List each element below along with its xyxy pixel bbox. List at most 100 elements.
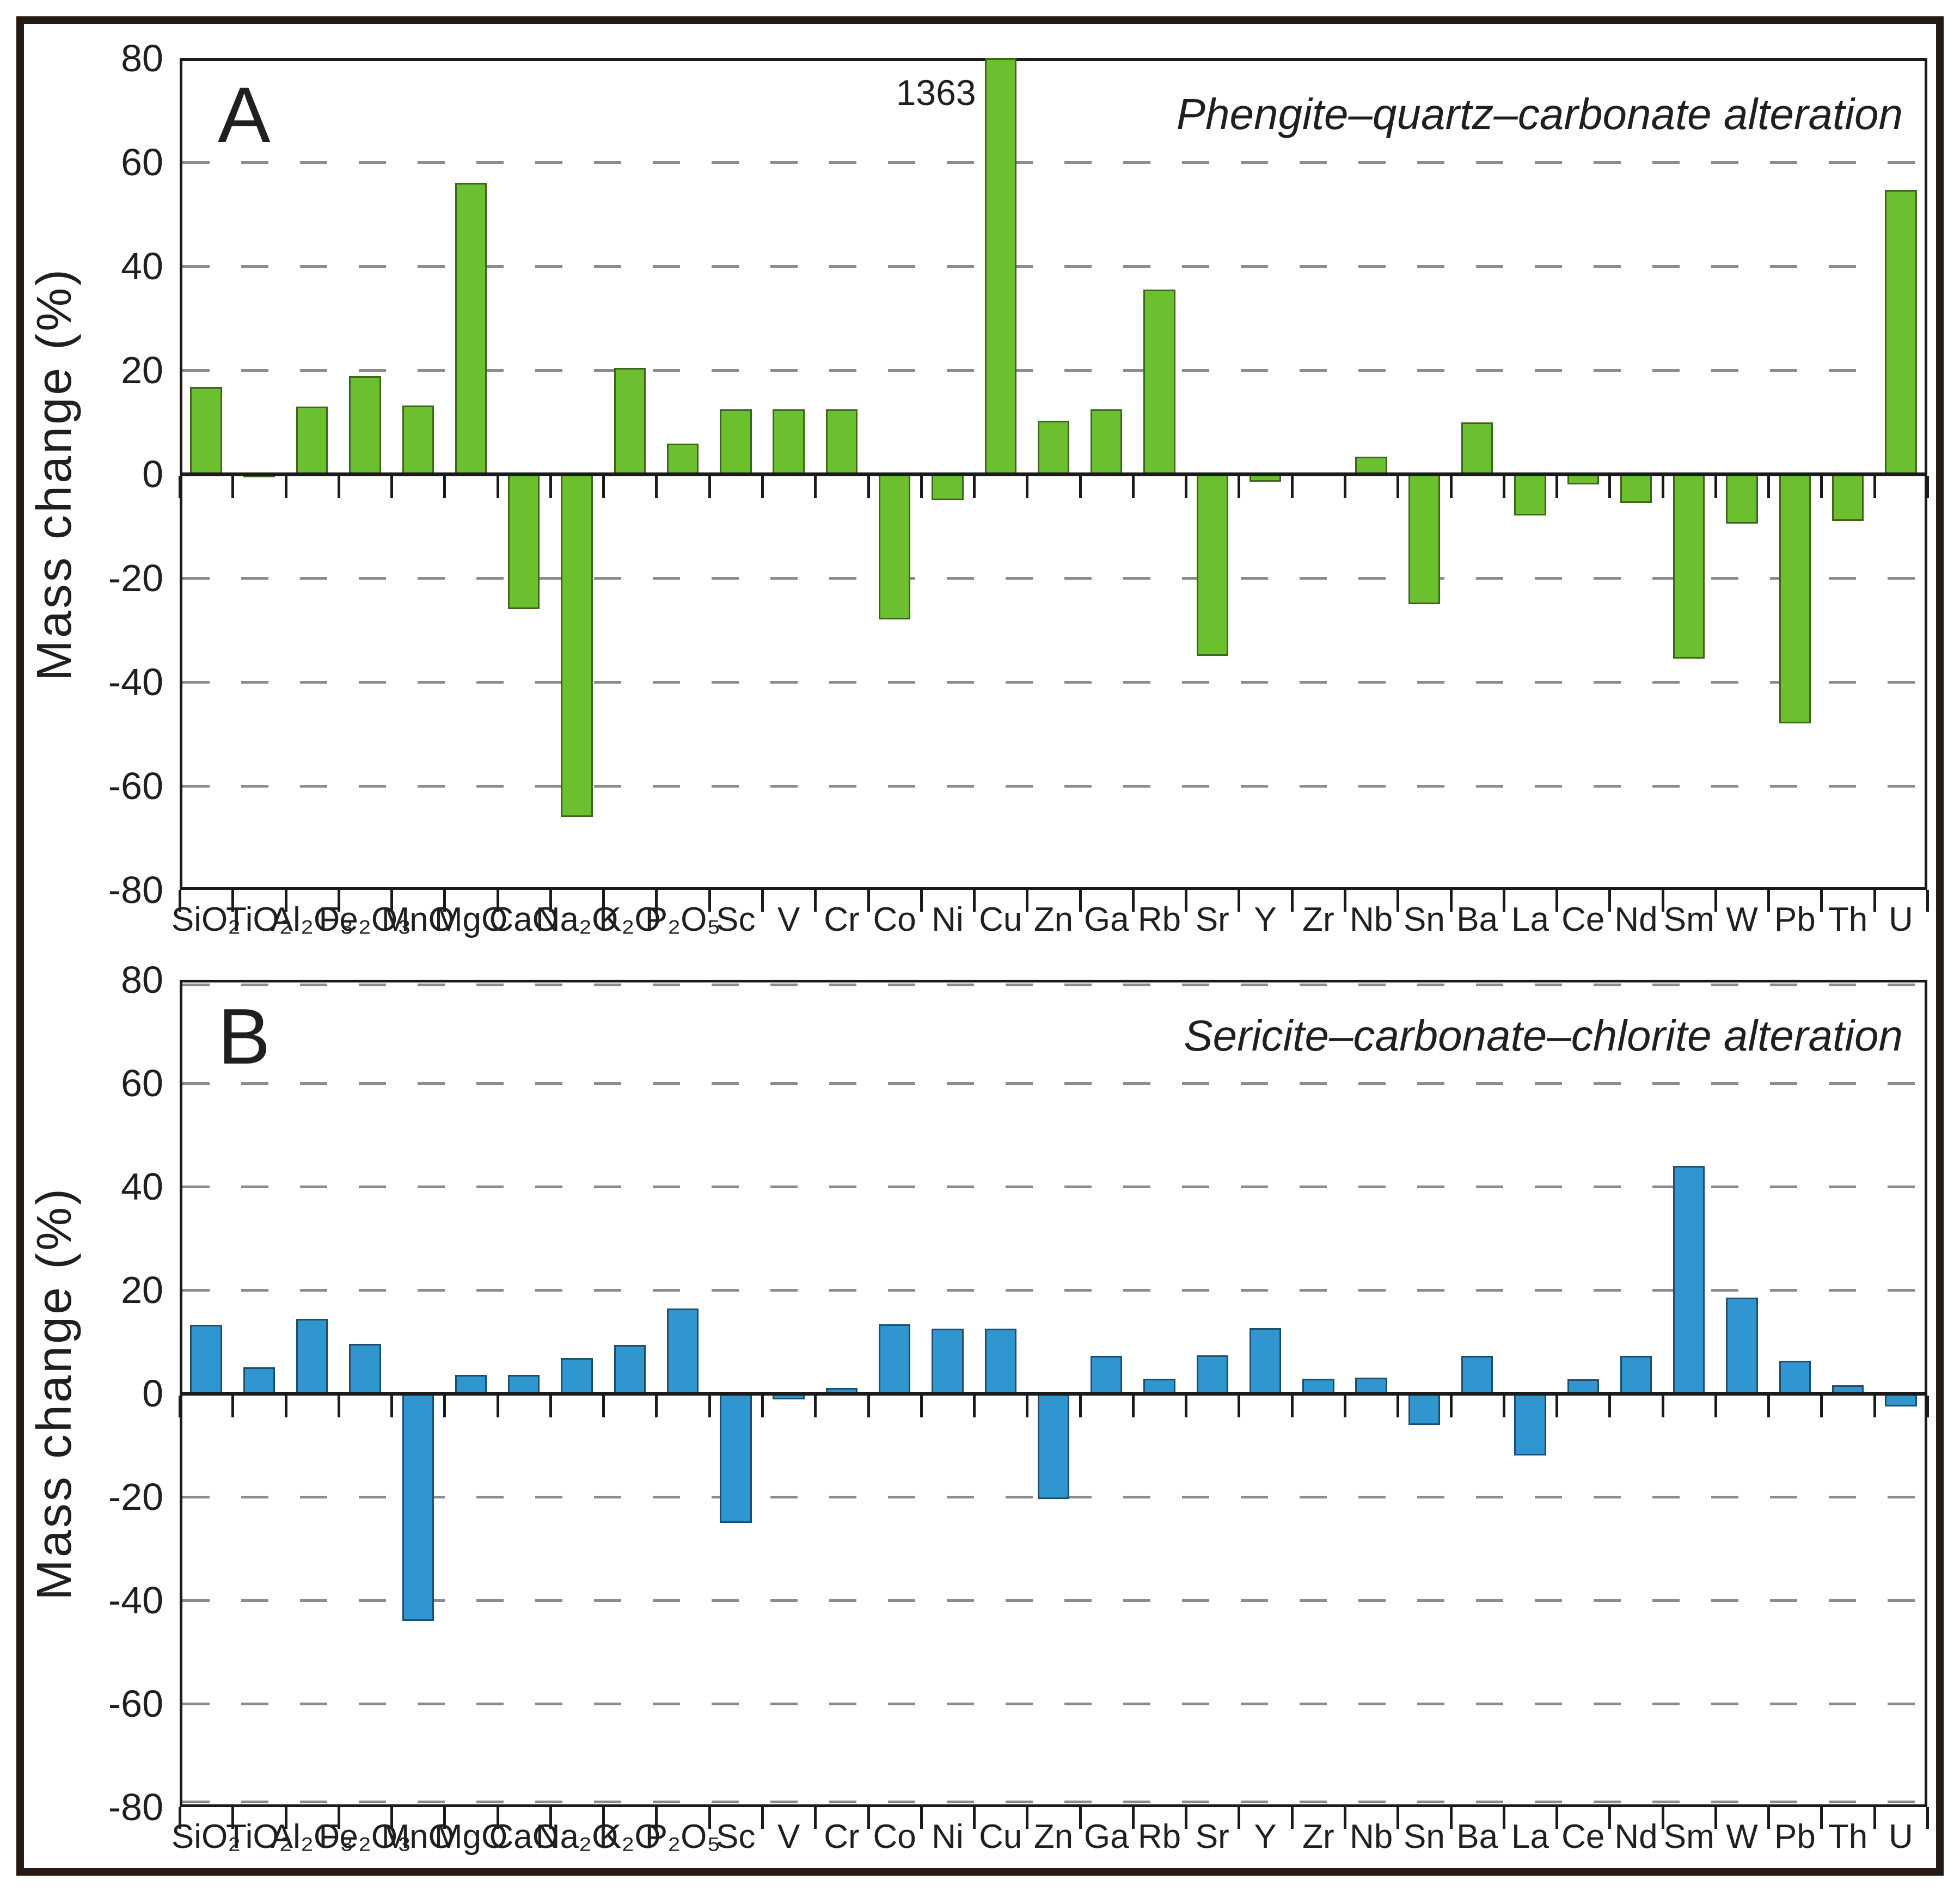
- axis-tick: [1502, 476, 1505, 498]
- x-tick-label: Na₂O: [535, 901, 618, 938]
- axis-tick: [1608, 1807, 1612, 1829]
- bar-Sm: [1673, 474, 1705, 659]
- bar-Ni: [932, 474, 964, 500]
- axis-tick: [443, 1396, 446, 1417]
- x-tick-label: Ni: [932, 1818, 964, 1856]
- x-tick-label: P₂O₅: [645, 901, 721, 938]
- axis-tick: [1873, 890, 1876, 912]
- bar-W: [1726, 1298, 1758, 1393]
- axis-tick: [1820, 1396, 1823, 1417]
- y-tick-label: 0: [142, 453, 163, 495]
- bar-V: [773, 409, 805, 474]
- axis-tick: [1873, 476, 1876, 498]
- axis-tick: [1767, 1807, 1771, 1829]
- axis-tick: [973, 890, 976, 912]
- y-tick-label: -60: [108, 765, 163, 807]
- bar-SiO₂: [190, 386, 222, 474]
- bar-Fe₂O₃: [349, 1343, 381, 1393]
- y-tick-label: -60: [108, 1682, 163, 1725]
- x-tick-label: Co: [873, 901, 916, 938]
- x-tick-label: K₂O: [598, 901, 661, 938]
- axis-tick: [549, 1807, 552, 1829]
- axis-tick: [1290, 1807, 1294, 1829]
- axis-tick: [1026, 1807, 1029, 1829]
- bar-La: [1514, 474, 1546, 516]
- x-tick-label: Sc: [716, 1818, 756, 1856]
- bar-Zn: [1037, 1393, 1070, 1499]
- bar-MnO: [402, 405, 434, 474]
- x-tick-label: U: [1888, 1818, 1913, 1856]
- axis-tick: [1873, 1396, 1876, 1417]
- axis-tick: [602, 476, 605, 498]
- x-tick-label: La: [1511, 1818, 1549, 1856]
- bar-Sr: [1196, 1355, 1228, 1393]
- bar-Na₂O: [561, 1358, 593, 1393]
- axis-tick: [1926, 1396, 1929, 1417]
- axis-tick: [443, 1807, 446, 1829]
- x-tick-label: Pb: [1774, 1818, 1816, 1856]
- bar-Cu: [984, 58, 1016, 474]
- x-tick-label: Zr: [1302, 901, 1334, 938]
- x-tick-label: W: [1726, 901, 1758, 938]
- x-tick-label: W: [1726, 1818, 1758, 1856]
- gridline: [182, 1703, 1925, 1705]
- x-tick-label: U: [1888, 901, 1913, 938]
- x-tick-label: Sr: [1195, 901, 1229, 938]
- x-tick-label: Cu: [979, 1818, 1022, 1856]
- y-tick-label: -40: [108, 661, 163, 703]
- bar-Ga: [1091, 409, 1123, 474]
- gridline: [182, 681, 1925, 684]
- x-tick-label: Y: [1254, 1818, 1277, 1856]
- y-tick-label: 60: [121, 1062, 163, 1104]
- axis-tick: [549, 476, 552, 498]
- x-tick-label: Ce: [1561, 1818, 1605, 1856]
- axis-tick: [231, 1807, 235, 1829]
- panel-title-b: Sericite–carbonate–chlorite alteration: [1184, 1011, 1903, 1060]
- axis-tick: [1767, 476, 1771, 498]
- axis-tick: [390, 1396, 394, 1417]
- axis-tick: [496, 1807, 499, 1829]
- axis-tick: [920, 476, 923, 498]
- axis-tick: [443, 476, 446, 498]
- axis-tick: [284, 476, 287, 498]
- bar-Y: [1249, 1328, 1282, 1393]
- bar-Sn: [1408, 1393, 1441, 1425]
- bar-La: [1514, 1393, 1546, 1455]
- axis-tick: [708, 890, 711, 912]
- bar-Sc: [720, 409, 752, 474]
- axis-tick: [390, 890, 394, 912]
- axis-tick: [284, 1396, 287, 1417]
- axis-tick: [867, 890, 870, 912]
- axis-tick: [1344, 890, 1346, 912]
- axis-tick: [602, 1807, 605, 1829]
- axis-tick: [1926, 476, 1929, 498]
- axis-tick: [1079, 476, 1082, 498]
- x-tick-label: Zn: [1033, 1818, 1074, 1856]
- axis-tick: [1873, 1807, 1876, 1829]
- y-tick-label: 80: [121, 959, 163, 1001]
- axis-tick: [1238, 890, 1241, 912]
- bar-Na₂O: [561, 474, 593, 818]
- axis-tick: [1079, 1807, 1082, 1829]
- x-tick-label: Sr: [1195, 1818, 1229, 1856]
- x-tick-label: Ce: [1561, 901, 1605, 938]
- gridline: [182, 1082, 1925, 1085]
- axis-tick: [814, 476, 817, 498]
- axis-tick: [231, 1396, 235, 1417]
- axis-tick: [1714, 890, 1717, 912]
- bar-Nb: [1355, 457, 1387, 474]
- x-tick-label: Rb: [1137, 1818, 1181, 1856]
- bar-Al₂O₃: [296, 406, 328, 474]
- axis-tick: [867, 1807, 870, 1829]
- y-tick-label: 40: [121, 245, 163, 287]
- x-tick-label: V: [777, 1818, 800, 1856]
- axis-tick: [1926, 1807, 1929, 1829]
- x-tick-label: Nd: [1614, 901, 1658, 938]
- panel-title-a: Phengite–quartz–carbonate alteration: [1176, 90, 1903, 138]
- axis-tick: [761, 890, 764, 912]
- bar-Ba: [1461, 1355, 1493, 1393]
- axis-tick: [1131, 1807, 1135, 1829]
- axis-tick: [708, 1396, 711, 1417]
- x-tick-label: TiO₂: [226, 901, 292, 938]
- axis-tick: [1238, 476, 1241, 498]
